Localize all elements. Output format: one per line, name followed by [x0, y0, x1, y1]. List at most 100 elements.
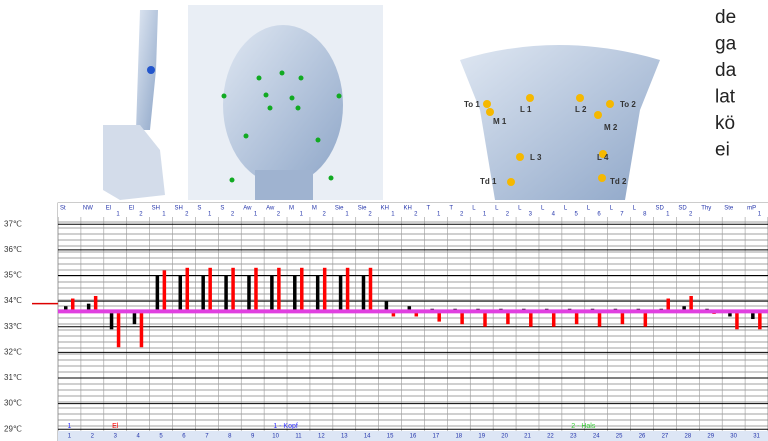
header-label: L: [564, 206, 568, 212]
x-tick-label: 21: [524, 434, 531, 440]
bar: [155, 275, 160, 312]
header-label: S: [197, 206, 201, 212]
bar: [247, 275, 251, 312]
x-tick-label: 31: [753, 434, 760, 440]
neck-label: M 1: [493, 117, 507, 126]
x-tick-label: 28: [684, 434, 691, 440]
bar: [529, 311, 533, 327]
x-tick-label: 8: [228, 434, 232, 440]
header-sub: 2: [689, 212, 693, 218]
header-sub: 1: [391, 212, 395, 218]
header-label: L: [587, 206, 591, 212]
side-line: de: [715, 7, 736, 28]
neck-point: [507, 178, 515, 186]
bar: [345, 267, 350, 312]
header-label: M: [312, 206, 317, 212]
neck-label: L 4: [597, 153, 609, 162]
bar: [86, 303, 91, 312]
bar: [338, 275, 343, 312]
x-tick-label: 16: [410, 434, 417, 440]
bar: [460, 311, 464, 325]
bar: [361, 275, 366, 312]
neck-point: [599, 150, 607, 158]
arm-image: [103, 8, 170, 200]
neck-point: [606, 100, 614, 108]
bar: [735, 311, 739, 330]
x-tick-label: 3: [114, 434, 118, 440]
side-line: ga: [715, 34, 737, 55]
x-tick-label: 18: [455, 434, 462, 440]
header-label: L: [633, 206, 637, 212]
bar: [728, 311, 732, 317]
bar: [551, 311, 556, 327]
header-sub: 4: [552, 212, 556, 218]
header-band: [58, 203, 768, 217]
x-tick-label: 2: [91, 434, 95, 440]
bar: [116, 311, 121, 348]
bar: [758, 311, 762, 330]
bar: [201, 275, 205, 312]
header-label: KH: [404, 206, 412, 212]
header-label: T: [426, 206, 430, 212]
neck-label: M 2: [604, 123, 618, 132]
bar: [414, 311, 419, 317]
neck-point: [576, 94, 584, 102]
neck-point: [483, 100, 491, 108]
region-label: 1 - Kopf: [273, 423, 298, 430]
neck-labels: To 1 L 1 L 2 To 2 M 1 M 2 L 3 L 4 Td 1 Td 2: [464, 94, 636, 186]
bar: [93, 295, 98, 312]
header-label: SH: [152, 206, 160, 212]
bar: [682, 306, 686, 312]
bar: [620, 311, 625, 325]
bar: [224, 275, 228, 312]
x-tick-label: 24: [593, 434, 600, 440]
bar: [666, 298, 670, 312]
bar: [71, 298, 75, 312]
side-text: de ga da lat kö ei: [715, 7, 737, 161]
bar: [391, 311, 396, 317]
bar: [162, 270, 167, 312]
region-label: 1: [67, 423, 71, 430]
bar: [597, 311, 602, 327]
header-label: L: [541, 206, 545, 212]
header-label: SH: [175, 206, 183, 212]
header-label: T: [449, 206, 453, 212]
y-tick-label: 33℃: [4, 322, 22, 331]
header-label: L: [472, 206, 476, 212]
neck-point: [598, 174, 606, 182]
header-label: Aw: [266, 206, 275, 212]
bar: [132, 311, 137, 325]
bar: [231, 267, 235, 312]
header-label: El: [129, 206, 134, 212]
x-tick-label: 15: [387, 434, 394, 440]
bar: [322, 267, 327, 312]
bar: [254, 267, 258, 312]
x-tick-label: 10: [272, 434, 279, 440]
x-tick-label: 22: [547, 434, 554, 440]
side-line: da: [715, 60, 737, 81]
header-label: Ste: [724, 206, 734, 212]
header-label: Thy: [701, 206, 711, 212]
region-label: 2 - Hals: [571, 423, 596, 430]
bar: [277, 267, 281, 312]
header-sub: 6: [597, 212, 601, 218]
face-image: [188, 5, 383, 200]
side-line: ei: [715, 140, 730, 161]
header-sub: 1: [345, 212, 349, 218]
x-tick-label: 25: [616, 434, 623, 440]
y-tick-label: 37℃: [4, 219, 22, 228]
header-label: Sie: [358, 206, 367, 212]
side-line: lat: [715, 87, 736, 108]
y-tick-label: 36℃: [4, 245, 22, 254]
header-sub: 2: [368, 212, 372, 218]
bar: [64, 306, 68, 312]
region-label: El: [112, 423, 119, 430]
bar: [751, 311, 755, 320]
header-sub: 2: [323, 212, 327, 218]
chart-frame: [57, 202, 768, 441]
neck-label: To 1: [464, 100, 480, 109]
x-tick-label: 27: [662, 434, 669, 440]
bar: [574, 311, 579, 325]
